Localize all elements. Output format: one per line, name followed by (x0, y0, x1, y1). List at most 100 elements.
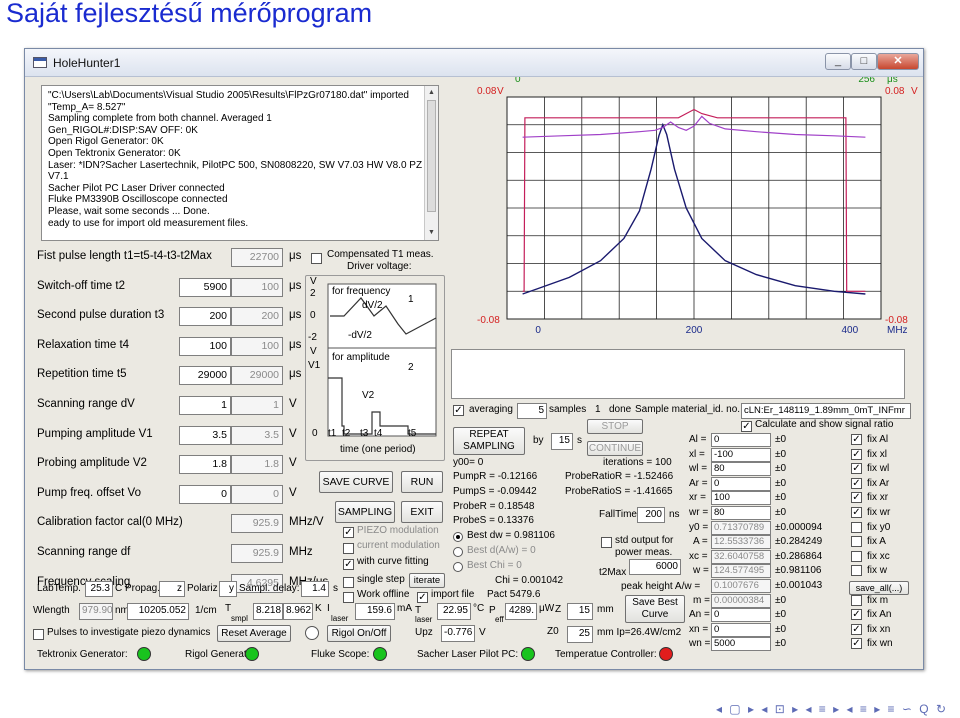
save-curve-button[interactable]: SAVE CURVE (319, 471, 393, 493)
fit-param-value[interactable]: 0.00000384 (711, 594, 771, 608)
fit-fix-checkbox[interactable]: ✓ (851, 434, 862, 445)
fit-param-value[interactable]: 0 (711, 433, 771, 447)
fit-param-value[interactable]: 12.5533736 (711, 535, 771, 549)
polariz-label: Polariz (187, 583, 218, 594)
t2max-field[interactable]: 6000 (629, 559, 681, 575)
best-chi-radio[interactable] (453, 562, 463, 572)
param-value-field[interactable]: 1.8 (179, 455, 231, 474)
param-value-field[interactable]: 5900 (179, 278, 231, 297)
log-textbox[interactable]: "C:\Users\Lab\Documents\Visual Studio 20… (41, 85, 439, 241)
fit-param-value[interactable]: 32.6040758 (711, 550, 771, 564)
fit-param-value[interactable]: 5000 (711, 637, 771, 651)
fit-fix-checkbox[interactable] (851, 551, 862, 562)
rigol-radio[interactable] (305, 626, 319, 640)
fit-fix-checkbox[interactable] (851, 522, 862, 533)
fit-param-value[interactable]: 0.71370789 (711, 521, 771, 535)
falltime-field[interactable]: 200 (637, 507, 665, 523)
ip-label: mm Ip=26.4W/cm2 (597, 627, 682, 638)
compensated-label: Compensated T1 meas. (327, 249, 434, 260)
fit-fix-checkbox[interactable]: ✓ (851, 609, 862, 620)
fit-param-value[interactable]: 80 (711, 462, 771, 476)
param-label: Pump freq. offset Vo (37, 487, 141, 499)
sampling-button[interactable]: SAMPLING (335, 501, 395, 523)
std-output-checkbox[interactable] (601, 537, 612, 548)
piezo-checkbox[interactable]: ✓ (343, 527, 354, 538)
param-value-field[interactable]: 200 (179, 307, 231, 326)
z0-field[interactable]: 25 (567, 626, 593, 643)
close-icon[interactable]: ✕ (877, 53, 919, 70)
tsmpl-field[interactable]: 8.218 (253, 603, 283, 620)
fit-fix-checkbox[interactable]: ✓ (851, 492, 862, 503)
status-label: Sacher Laser Pilot PC: (417, 649, 519, 660)
reset-average-button[interactable]: Reset Average (217, 625, 291, 642)
fit-param-value[interactable]: 0.1007676 (711, 579, 771, 593)
param-value-field[interactable]: 100 (179, 337, 231, 356)
best-d-radio[interactable] (453, 547, 463, 557)
fit-fix-checkbox[interactable] (851, 595, 862, 606)
fit-param-value[interactable]: -100 (711, 448, 771, 462)
fit-fix-checkbox[interactable]: ✓ (851, 478, 862, 489)
ilaser-field[interactable]: 159.6 (355, 603, 395, 620)
fit-param-value[interactable]: 0 (711, 608, 771, 622)
param-value-field[interactable]: 29000 (179, 366, 231, 385)
continue-button[interactable]: CONTINUE (587, 441, 643, 456)
fit-fix-checkbox[interactable]: ✓ (851, 449, 862, 460)
param-value-field[interactable]: 1 (179, 396, 231, 415)
maximize-icon[interactable]: □ (851, 53, 877, 70)
fit-fix-checkbox[interactable]: ✓ (851, 507, 862, 518)
slide-title: Saját fejlesztésű mérőprogram (6, 0, 373, 28)
averaging-checkbox[interactable]: ✓ (453, 405, 464, 416)
polariz-field[interactable]: y (219, 581, 237, 597)
minimize-icon[interactable]: _ (825, 53, 851, 70)
save-best-curve-button[interactable]: Save Best Curve (625, 595, 685, 623)
fit-param-value[interactable]: 80 (711, 506, 771, 520)
tlaser-sub: laser (415, 615, 433, 624)
scroll-down-icon[interactable]: ▼ (428, 229, 435, 236)
upz-field[interactable]: -0.776 (441, 625, 475, 642)
fit-fix-checkbox[interactable]: ✓ (851, 624, 862, 635)
single-step-checkbox[interactable] (343, 577, 354, 588)
fit-fix-checkbox[interactable] (851, 565, 862, 576)
fit-param-value[interactable]: 124.577495 (711, 564, 771, 578)
beamer-nav[interactable]: ◂ ▢ ▸ ◂ ⊡ ▸ ◂ ≡ ▸ ◂ ≡ ▸ ≡ ∽ Q ↻ (715, 702, 948, 716)
log-scrollbar[interactable]: ▲ ▼ (424, 86, 438, 240)
pulses-piezo-checkbox[interactable] (33, 629, 44, 640)
current-mod-checkbox[interactable] (343, 543, 354, 554)
compensated-checkbox[interactable] (311, 253, 322, 264)
z-field[interactable]: 15 (567, 603, 593, 620)
exit-button[interactable]: EXIT (401, 501, 443, 523)
log-line: Sampling complete from both channel. Ave… (48, 113, 272, 125)
averaging-field[interactable]: 5 (517, 403, 547, 419)
fit-fix-checkbox[interactable]: ✓ (851, 463, 862, 474)
by-field[interactable]: 15 (551, 433, 573, 450)
param-value-field[interactable]: 0 (179, 485, 231, 504)
fit-param-value[interactable]: 0 (711, 623, 771, 637)
fit-param-value[interactable]: 0 (711, 477, 771, 491)
work-offline-checkbox[interactable] (343, 592, 354, 603)
import-file-checkbox[interactable]: ✓ (417, 592, 428, 603)
labtemp-field[interactable]: 25.3 (85, 581, 113, 597)
scroll-up-icon[interactable]: ▲ (428, 89, 435, 96)
param-value-field[interactable]: 3.5 (179, 426, 231, 445)
run-button[interactable]: RUN (401, 471, 443, 493)
sampl-delay-field[interactable]: 1.4 (301, 581, 329, 597)
curve-fit-checkbox[interactable]: ✓ (343, 559, 354, 570)
rigol-onoff-button[interactable]: Rigol On/Off (327, 625, 391, 642)
tsmpl2-field[interactable]: 8.962 (283, 603, 313, 620)
cpropag-field[interactable]: z (159, 581, 185, 597)
scroll-thumb[interactable] (427, 100, 436, 212)
iterate-button[interactable]: iterate (409, 573, 445, 588)
save-all-button[interactable]: save_all(...) (849, 581, 909, 595)
best-dw-radio[interactable] (453, 532, 463, 542)
peff-field[interactable]: 4289. (505, 603, 537, 620)
material-field[interactable]: cLN:Er_148119_1.89mm_0mT_INFmr (741, 403, 911, 419)
fit-fix-checkbox[interactable] (851, 536, 862, 547)
wavenumber-field[interactable]: 10205.052 (127, 603, 189, 620)
fit-fix-checkbox[interactable]: ✓ (851, 638, 862, 649)
repeat-sampling-button[interactable]: REPEAT SAMPLING (453, 427, 525, 455)
fit-param-value[interactable]: 100 (711, 491, 771, 505)
time-axis-label: time (one period) (340, 444, 416, 455)
signal-ratio-checkbox[interactable]: ✓ (741, 421, 752, 432)
stop-button[interactable]: STOP (587, 419, 643, 434)
tlaser-field[interactable]: 22.95 (437, 603, 471, 620)
